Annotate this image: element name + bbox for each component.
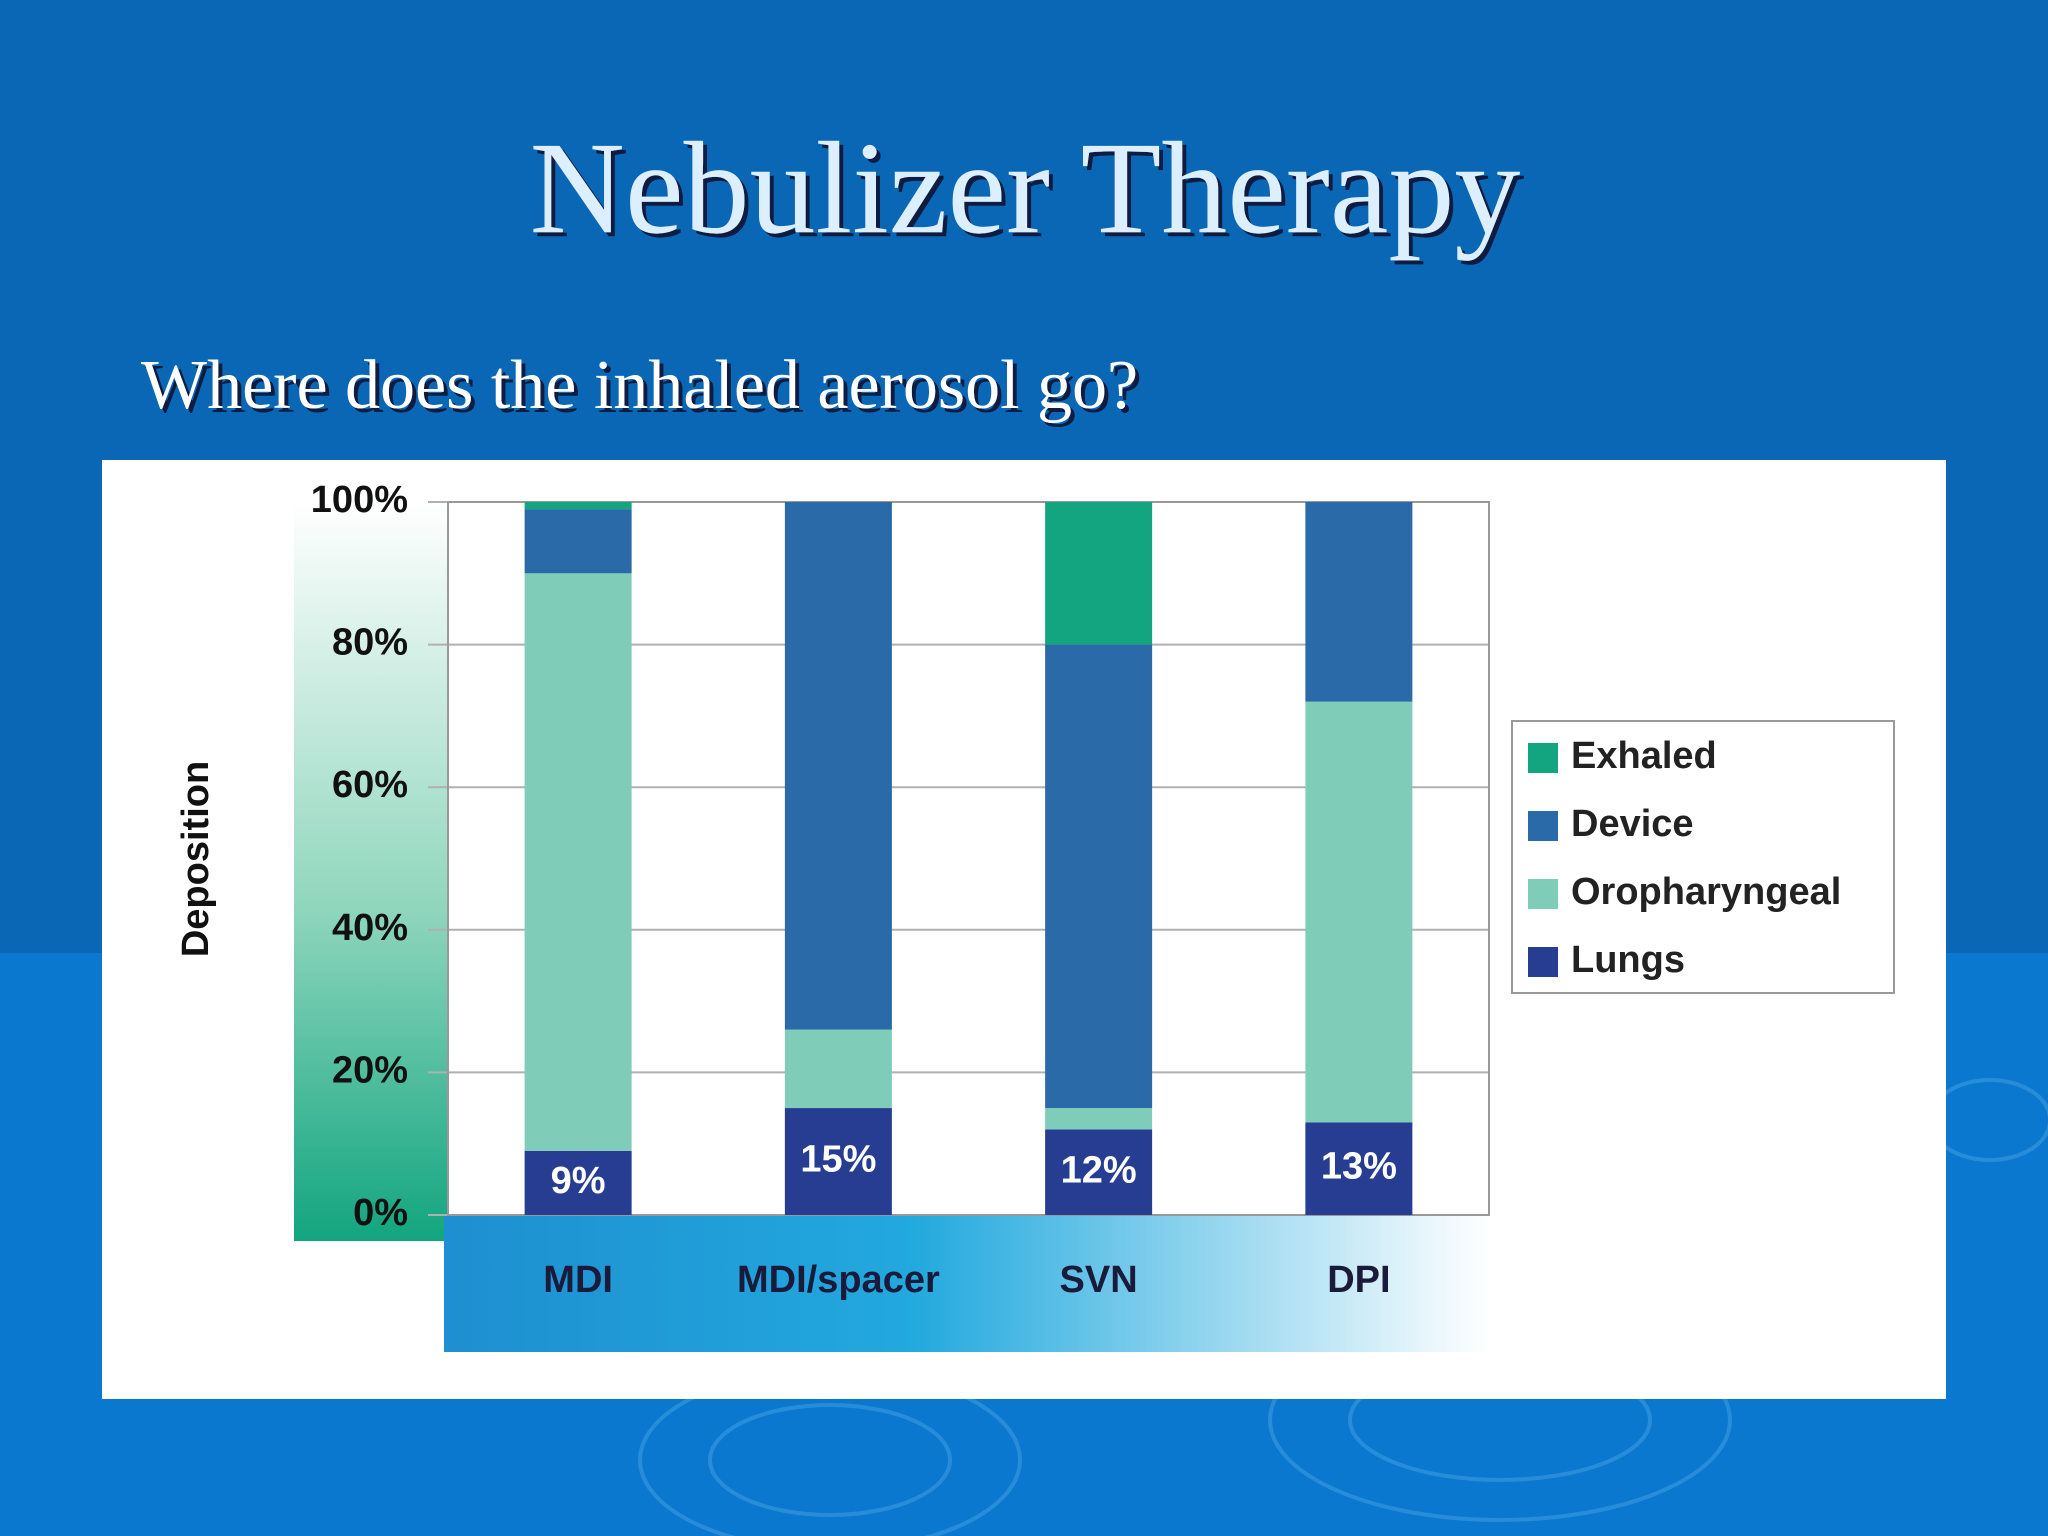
x-tick-label: DPI: [1327, 1259, 1390, 1301]
y-tick-label: 80%: [332, 622, 408, 664]
bar-segment: [784, 1108, 892, 1215]
legend-label: Exhaled: [1571, 735, 1717, 777]
y-tick-label: 100%: [311, 479, 408, 521]
bar-segment: [1305, 701, 1413, 1123]
y-axis-title: Deposition: [175, 761, 217, 957]
legend-box: [1511, 720, 1895, 994]
value-label: 12%: [1061, 1149, 1137, 1191]
bar-segment: [524, 573, 632, 1151]
x-axis-band: [444, 1215, 1489, 1352]
x-tick-label: SVN: [1060, 1259, 1138, 1301]
y-tick-label: 20%: [332, 1049, 408, 1091]
slide-title: Nebulizer Therapy: [530, 114, 1521, 261]
bar-segment: [1305, 1122, 1413, 1215]
bar-segment: [1305, 502, 1413, 702]
bar-segment: [1045, 1108, 1153, 1130]
value-label: 13%: [1321, 1146, 1397, 1188]
bar-segment: [1045, 644, 1153, 1109]
value-label: 15%: [800, 1139, 876, 1181]
y-tick-label: 0%: [353, 1192, 408, 1234]
legend-label: Lungs: [1571, 939, 1685, 981]
y-tick-label: 40%: [332, 907, 408, 949]
legend-label: Oropharyngeal: [1571, 871, 1841, 913]
slide-subtitle: Where does the inhaled aerosol go?: [141, 347, 1138, 424]
legend-swatch: [1528, 879, 1558, 909]
bar-segment: [1045, 1129, 1153, 1215]
value-label: 9%: [551, 1160, 606, 1202]
y-axis-band: [294, 502, 448, 1241]
x-tick-label: MDI/spacer: [737, 1259, 940, 1301]
bar-segment: [784, 1029, 892, 1109]
bar-segment: [1045, 502, 1153, 645]
bar-segment: [524, 509, 632, 574]
plot-border: [447, 501, 1490, 1216]
plot: 0% 20% 40% 60% 80% 100% MDI 9% MDI/spacer 15% SVN 1…: [311, 479, 1895, 1301]
legend-swatch: [1528, 743, 1558, 773]
bar-segment: [784, 502, 892, 1030]
bar-segment: [524, 1150, 632, 1215]
legend-label: Device: [1571, 803, 1694, 845]
x-tick-label: MDI: [543, 1259, 613, 1301]
legend-swatch: [1528, 947, 1558, 977]
y-tick-label: 60%: [332, 764, 408, 806]
bar-segment: [524, 502, 632, 510]
legend-swatch: [1528, 811, 1558, 841]
